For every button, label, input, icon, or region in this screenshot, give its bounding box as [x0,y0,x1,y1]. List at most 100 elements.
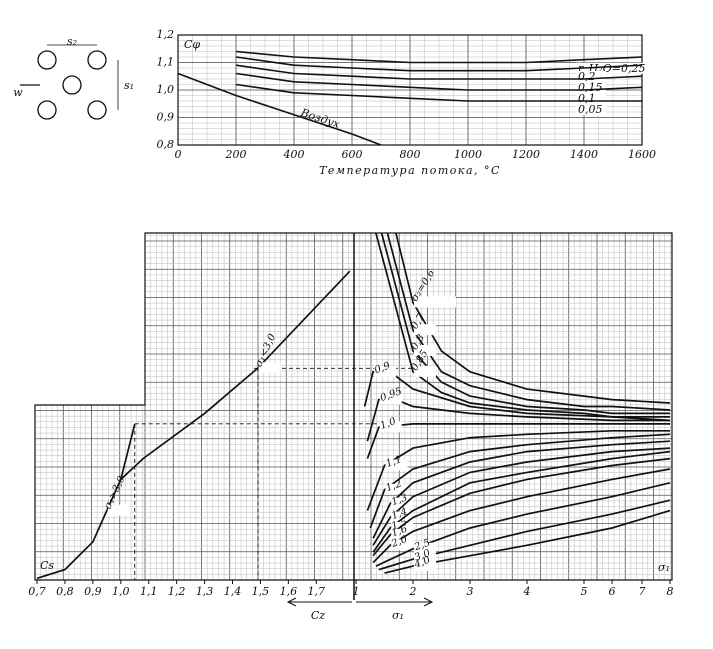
series-label: 0,9 [373,360,392,376]
curve [235,56,643,72]
s2-label: s₂ [67,35,77,48]
label-bg [414,542,436,554]
x2-axis-label: σ₁ [392,609,404,622]
x-tick-label: 200 [225,148,247,161]
s1-label: s₁ [124,79,134,92]
series-label: Воздух [298,106,342,131]
curve [235,50,643,64]
x2-axis-end-label: σ₁ [658,561,670,574]
label-bg [385,483,408,495]
series-label: 1,2 [384,478,403,494]
series-label: 0,05 [578,103,603,116]
series-label: 1,1 [384,454,403,470]
label-bg [576,104,606,115]
curve [395,232,671,404]
w-label: w [13,86,23,99]
x-tick-label: 800 [400,148,421,161]
x-axis-label: Cz [311,609,325,622]
x-tick-label: 1200 [512,148,540,161]
x2-tick-label: 5 [581,585,588,598]
curve [235,83,642,102]
curve [372,468,671,564]
x-tick-label: 600 [342,148,363,161]
y-axis-label: Cs [40,559,54,572]
y-tick-label: 0,8 [157,138,175,151]
curve [384,509,671,574]
arrow [286,597,434,607]
x2-tick-label: 1 [353,585,360,598]
label-bg [414,365,436,377]
label-bg [391,511,414,523]
curve [36,423,136,580]
label-bg [414,296,456,308]
label-bg [379,393,402,405]
curve [380,232,670,415]
label-bg [107,504,130,516]
curve [366,423,670,459]
y-tick-label: 1,1 [157,56,175,69]
label-bg [374,365,397,377]
curve [372,440,671,539]
frame [177,34,643,146]
x-tick-label: 0,8 [56,585,74,598]
curve [372,447,671,546]
label-bg [391,521,414,533]
series-label: 3,0 [413,548,432,564]
x-tick-label: 0,7 [28,585,46,598]
x2-tick-label: 4 [523,585,531,598]
x-tick-label: 1,5 [252,585,270,598]
label-bg [391,528,414,540]
label-bg [576,82,606,93]
x-tick-label: 1,3 [196,585,214,598]
x2-tick-label: 8 [667,585,674,598]
y-tick-label: 1,0 [157,83,175,96]
curve [235,64,643,80]
curve [366,429,670,511]
curve [378,499,671,571]
label-bg [414,560,436,572]
x-tick-label: 1,7 [308,585,326,598]
label-bg [391,497,414,509]
label-bg [576,93,606,104]
x2-tick-label: 3 [467,585,474,598]
x2-tick-label: 7 [639,585,646,598]
bottom-chart: 0,7 0,8 0,9 1,0 1,1 1,2 1,3 1,4 1,5 1,6 1,7 1 2 3 4 5 6 7… [28,232,674,622]
x-tick-label: 1,2 [168,585,186,598]
label-bg [576,71,606,82]
curve [177,72,382,146]
guide [134,367,420,580]
label-bg [414,553,436,565]
top-chart: 0 200 400 600 800 1000 1200 1400 1600 0,8 0,9 1,0 1,… [157,28,657,177]
label-bg [385,459,408,471]
curve [372,450,671,553]
x-tick-label: 1600 [628,148,656,161]
x-tick-label: 1,1 [140,585,158,598]
x-tick-label: 1,6 [280,585,298,598]
curve [372,457,671,557]
frame [34,232,673,581]
x-tick-label: 1,0 [112,585,130,598]
x2-tick-label: 2 [409,585,417,598]
x-tick-label: 1400 [570,148,598,161]
label-bg [576,62,646,74]
series-label: 2,5 [412,537,432,553]
y-tick-label: 0,9 [157,111,175,124]
tube-diagram [20,44,119,120]
series-label: 1,5 [390,517,409,533]
x-tick-label: 400 [283,148,305,161]
x-tick-label: 0,9 [84,585,102,598]
curve [369,433,671,529]
curve [386,232,671,411]
series-label: 1,0 [379,416,398,432]
label-bg [258,362,281,374]
label-bg [414,344,436,356]
curve [375,481,671,567]
x-tick-label: 1,4 [224,585,242,598]
label-bg [414,324,436,336]
x2-tick-label: 6 [609,585,616,598]
label-bg [379,421,402,433]
x-tick-label: 0 [175,148,182,161]
series-label: 1,6 [390,523,409,539]
curve [235,72,643,91]
